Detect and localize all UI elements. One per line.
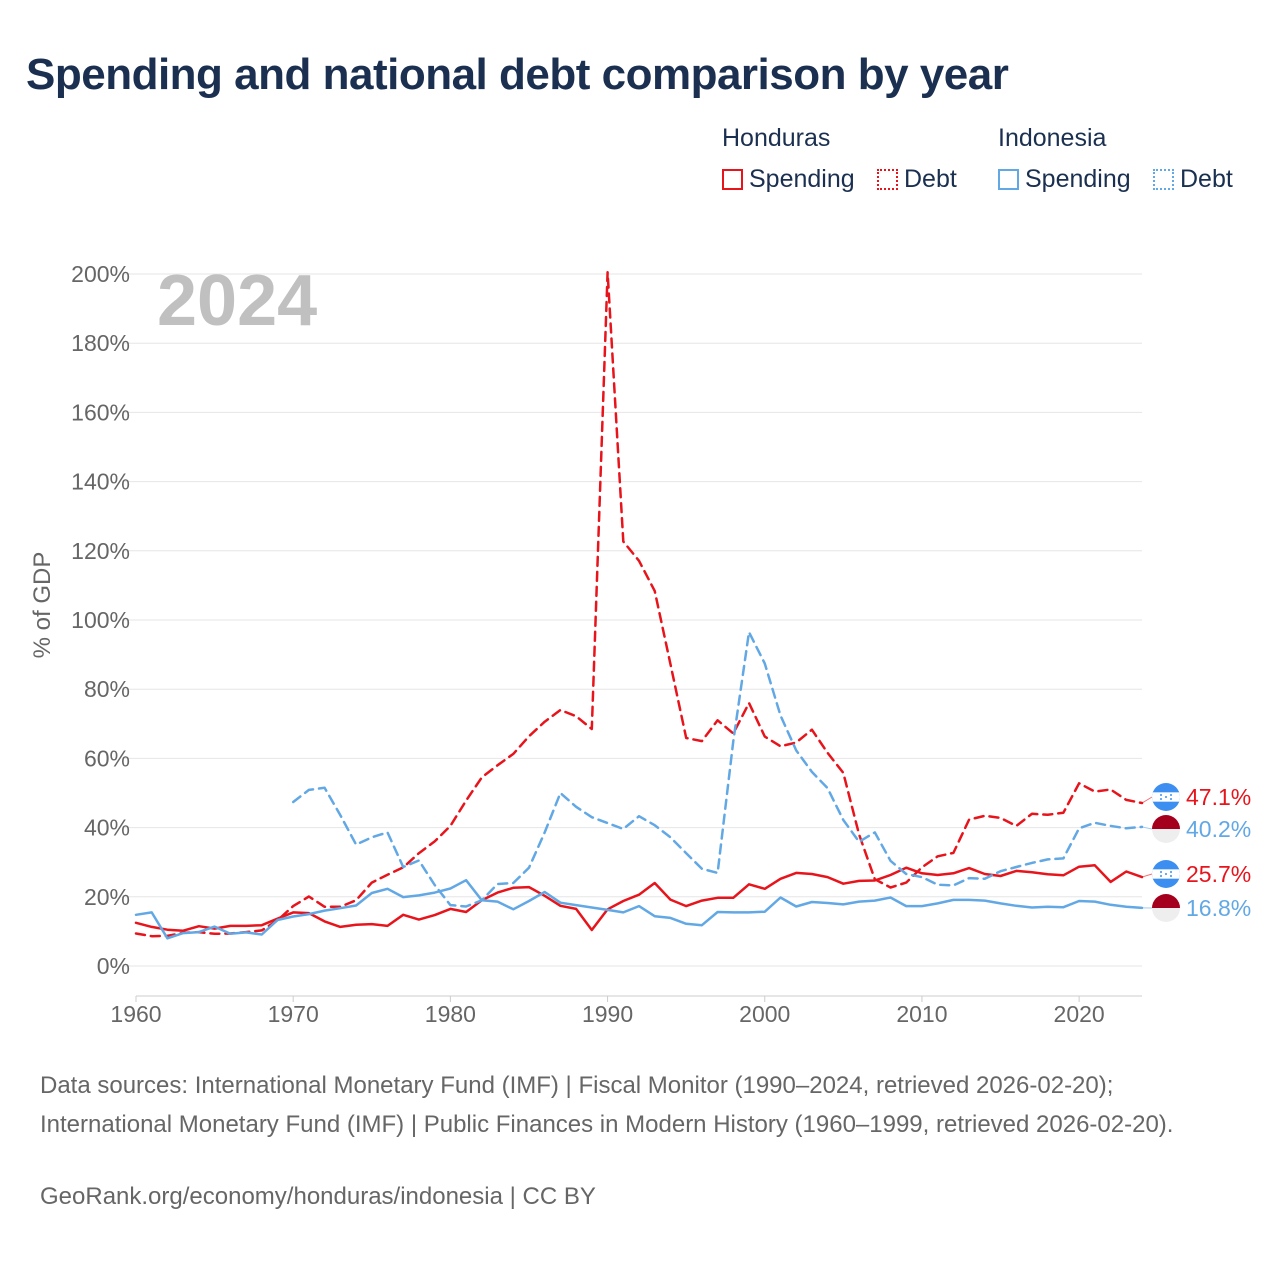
end-value-honduras-spending: 25.7% <box>1186 861 1251 887</box>
series-lines <box>134 271 1144 940</box>
x-tick-label: 2000 <box>739 1001 790 1027</box>
credit-link[interactable]: GeoRank.org/economy/honduras/indonesia |… <box>40 1183 596 1210</box>
y-tick-label: 140% <box>71 469 130 495</box>
x-tick-label: 1960 <box>110 1001 161 1027</box>
legend-swatch-indonesia-debt <box>1153 169 1174 190</box>
x-tick-label: 2020 <box>1054 1001 1105 1027</box>
x-tick-label: 1970 <box>268 1001 319 1027</box>
y-tick-label: 120% <box>71 538 130 564</box>
y-tick-label: 40% <box>84 815 130 841</box>
indonesia-flag-icon <box>1152 815 1180 843</box>
legend-swatch-honduras-debt <box>877 169 898 190</box>
x-tick-label: 1990 <box>582 1001 633 1027</box>
series-line-honduras-debt[interactable] <box>134 271 1144 938</box>
legend-title-honduras: Honduras <box>722 124 831 152</box>
y-tick-label: 80% <box>84 676 130 702</box>
chart-area: 2024 0% 20% 40% 60% 80% 100% 120% 140% 160% 180% 2… <box>29 261 1251 1027</box>
series-line-indonesia-spending[interactable] <box>134 878 1144 940</box>
end-connector <box>1141 873 1153 878</box>
y-tick-label: 100% <box>71 607 130 633</box>
legend-title-indonesia: Indonesia <box>998 124 1107 152</box>
y-tick-label: 180% <box>71 330 130 356</box>
series-line-indonesia-debt[interactable] <box>291 630 1144 908</box>
end-connector <box>1141 826 1153 830</box>
legend-honduras-debt[interactable]: Debt <box>877 165 957 194</box>
legend-indonesia-debt[interactable]: Debt <box>1153 165 1233 194</box>
data-sources: Data sources: International Monetary Fun… <box>40 1072 1174 1138</box>
y-tick-label: 0% <box>97 953 130 979</box>
end-value-indonesia-debt: 40.2% <box>1186 816 1251 842</box>
gridlines <box>124 273 1142 967</box>
x-tick-label: 2010 <box>896 1001 947 1027</box>
honduras-flag-icon <box>1152 783 1180 811</box>
y-axis-title: % of GDP <box>29 552 56 659</box>
y-tick-label: 20% <box>84 884 130 910</box>
x-tick-label: 1980 <box>425 1001 476 1027</box>
indonesia-flag-icon <box>1152 894 1180 922</box>
y-tick-label: 200% <box>71 261 130 287</box>
y-tick-label: 60% <box>84 745 130 771</box>
end-value-indonesia-spending: 16.8% <box>1186 895 1251 921</box>
end-connector <box>1141 796 1153 804</box>
year-label: 2024 <box>157 261 317 341</box>
axes: 0% 20% 40% 60% 80% 100% 120% 140% 160% 180% 200% 19… <box>71 261 1142 1027</box>
legend-label-indonesia-debt: Debt <box>1180 165 1233 193</box>
legend-indonesia-spending[interactable]: Spending <box>998 165 1131 194</box>
y-tick-label: 160% <box>71 399 130 425</box>
legend-honduras-spending[interactable]: Spending <box>722 165 855 194</box>
legend-swatch-indonesia-spending <box>998 169 1019 190</box>
legend-label-honduras-spending: Spending <box>749 165 855 193</box>
legend-swatch-honduras-spending <box>722 169 743 190</box>
series-line-honduras-spending[interactable] <box>134 864 1144 932</box>
end-markers: 47.1% 40.2% 25.7% 16.8% <box>1141 783 1251 922</box>
chart-title: Spending and national debt comparison by… <box>26 50 1009 99</box>
legend-label-honduras-debt: Debt <box>904 165 957 193</box>
honduras-flag-icon <box>1152 860 1180 888</box>
end-value-honduras-debt: 47.1% <box>1186 784 1251 810</box>
legend-label-indonesia-spending: Spending <box>1025 165 1131 193</box>
